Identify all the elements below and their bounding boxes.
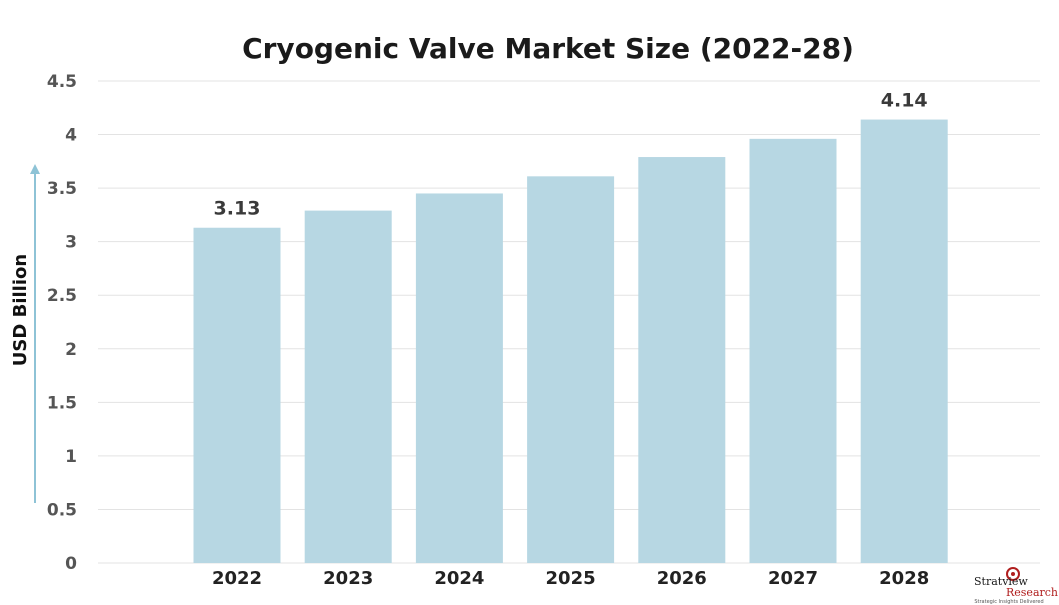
x-tick-label: 2024 [434, 568, 484, 589]
x-tick-label: 2025 [546, 568, 596, 589]
x-tick-label: 2022 [212, 568, 262, 589]
chart-title: Cryogenic Valve Market Size (2022-28) [242, 32, 854, 65]
x-tick-label: 2026 [657, 568, 707, 589]
bar-2025 [527, 176, 615, 563]
y-tick-label: 1 [65, 447, 77, 467]
data-label-2022: 3.13 [214, 198, 261, 220]
y-tick-label: 4 [65, 126, 77, 146]
bar-2023 [304, 210, 392, 564]
y-tick-label: 0.5 [47, 500, 77, 520]
data-labels: 3.13 4.14 [214, 90, 928, 220]
y-axis-arrow [30, 164, 40, 503]
data-label-2028: 4.14 [881, 90, 928, 112]
bar-2024 [415, 193, 503, 563]
bar-2022 [193, 227, 281, 563]
y-tick-label: 3 [65, 233, 77, 253]
x-tick-label: 2028 [879, 568, 929, 589]
y-tick-label: 0 [65, 554, 77, 574]
y-tick-label: 2.5 [47, 286, 77, 306]
y-axis-label: USD Billion [10, 254, 31, 366]
logo-name: Stratview [974, 575, 1028, 588]
x-tick-label: 2023 [323, 568, 373, 589]
bars [193, 119, 948, 564]
logo-sub: Research [1006, 586, 1058, 599]
logo-tagline: Strategic Insights Delivered [974, 599, 1043, 605]
bar-2026 [638, 157, 726, 563]
bar-2028 [860, 119, 948, 563]
bar-2027 [749, 138, 837, 563]
y-axis-ticks: 0 0.5 1 1.5 2 2.5 3 3.5 4 4.5 [47, 72, 77, 574]
y-tick-label: 3.5 [47, 179, 77, 199]
y-tick-label: 1.5 [47, 393, 77, 413]
y-tick-label: 2 [65, 340, 77, 360]
x-axis-ticks: 2022 2023 2024 2025 2026 2027 2028 [212, 568, 929, 589]
target-icon [1006, 567, 1020, 581]
y-tick-label: 4.5 [47, 72, 77, 92]
x-tick-label: 2027 [768, 568, 818, 589]
stratview-logo: Stratview Research Strategic Insights De… [974, 567, 1058, 605]
